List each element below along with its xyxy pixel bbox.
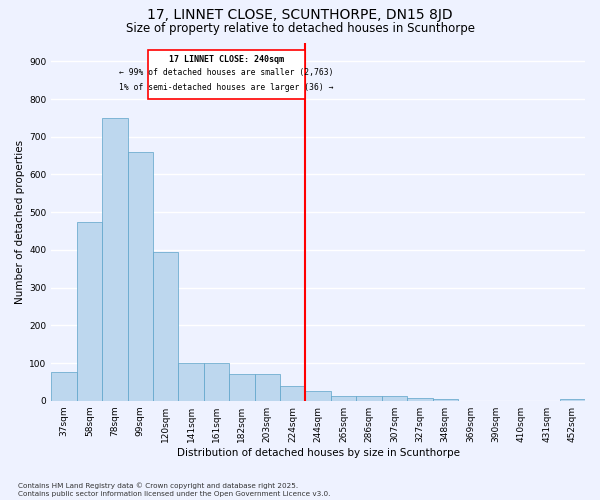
Bar — [148, 50, 305, 99]
Bar — [229, 374, 254, 400]
Bar — [305, 392, 331, 400]
Text: Contains public sector information licensed under the Open Government Licence v3: Contains public sector information licen… — [18, 491, 331, 497]
Bar — [382, 396, 407, 400]
Text: 17, LINNET CLOSE, SCUNTHORPE, DN15 8JD: 17, LINNET CLOSE, SCUNTHORPE, DN15 8JD — [147, 8, 453, 22]
Bar — [407, 398, 433, 400]
Text: Contains HM Land Registry data © Crown copyright and database right 2025.: Contains HM Land Registry data © Crown c… — [18, 482, 298, 489]
Bar — [128, 152, 153, 400]
Text: 17 LINNET CLOSE: 240sqm: 17 LINNET CLOSE: 240sqm — [169, 55, 284, 64]
Y-axis label: Number of detached properties: Number of detached properties — [15, 140, 25, 304]
Bar — [178, 363, 204, 401]
Bar — [331, 396, 356, 400]
Bar — [560, 399, 585, 400]
Bar — [254, 374, 280, 400]
Text: ← 99% of detached houses are smaller (2,763): ← 99% of detached houses are smaller (2,… — [119, 68, 334, 77]
Bar — [77, 222, 102, 400]
Bar — [51, 372, 77, 400]
Bar — [102, 118, 128, 401]
Bar — [356, 396, 382, 400]
Text: 1% of semi-detached houses are larger (36) →: 1% of semi-detached houses are larger (3… — [119, 82, 334, 92]
Bar — [280, 386, 305, 400]
Bar — [153, 252, 178, 400]
Bar — [204, 363, 229, 401]
X-axis label: Distribution of detached houses by size in Scunthorpe: Distribution of detached houses by size … — [176, 448, 460, 458]
Text: Size of property relative to detached houses in Scunthorpe: Size of property relative to detached ho… — [125, 22, 475, 35]
Bar — [433, 399, 458, 400]
